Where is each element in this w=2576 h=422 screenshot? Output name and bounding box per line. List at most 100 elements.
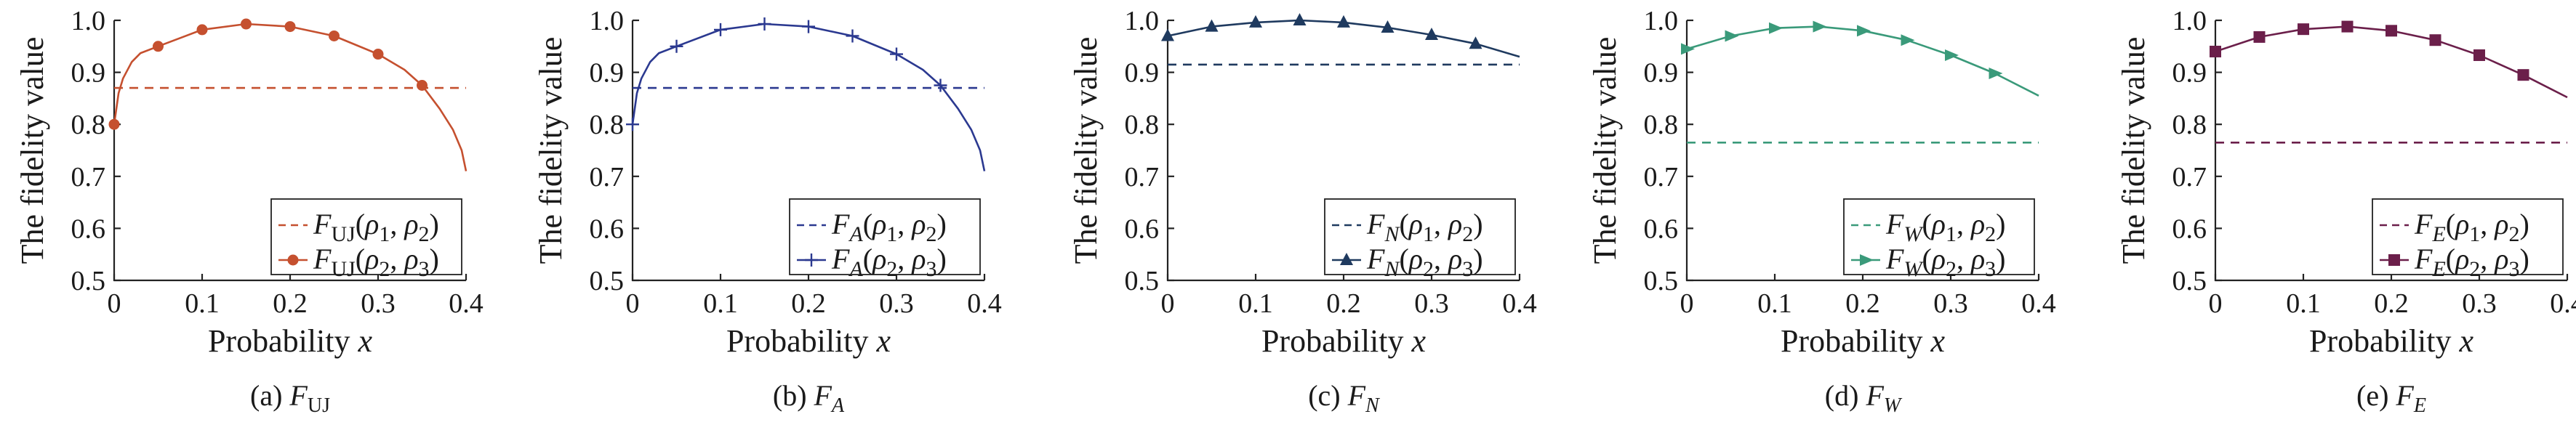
subplot-b: 0.5 0.6 0.7 0.8 0.9 1.0 0 0.1 0.2 0.3 0.4 The fidel…	[533, 6, 1002, 417]
x-tick-label: 0	[2209, 288, 2223, 319]
data-point	[1989, 68, 2003, 80]
legend-entry: FE(ρ1, ρ2)	[2414, 208, 2529, 246]
x-axis-label: Probability x	[1781, 323, 1946, 359]
x-tick-label: 0.4	[2550, 288, 2576, 319]
data-point	[934, 78, 947, 92]
y-tick-label: 0.7	[2172, 162, 2207, 192]
x-tick-label: 0.2	[1326, 288, 1361, 319]
data-point	[1945, 49, 1959, 61]
legend-marker	[2388, 254, 2400, 266]
legend: FW(ρ1, ρ2)FW(ρ2, ρ3)	[1843, 198, 2035, 281]
y-tick-label: 0.7	[590, 162, 625, 192]
x-tick-label: 0.4	[449, 288, 483, 319]
legend: FA(ρ1, ρ2)FA(ρ2, ρ3)	[789, 198, 981, 281]
subplot-caption: (c) FN	[1308, 379, 1380, 417]
data-point	[2253, 31, 2266, 43]
x-tick-label: 0.3	[1933, 288, 1968, 319]
data-point	[2341, 20, 2354, 33]
data-point	[802, 20, 815, 33]
y-axis-label: The fidelity value	[1587, 37, 1623, 264]
y-tick-label: 0.8	[1125, 110, 1160, 140]
legend-entry: FUJ(ρ1, ρ2)	[313, 208, 439, 246]
legend-entry: FUJ(ρ2, ρ3)	[313, 243, 439, 281]
legend-box	[789, 198, 981, 275]
data-point	[2386, 25, 2397, 37]
data-point	[241, 18, 252, 30]
y-tick-label: 0.9	[2172, 58, 2207, 89]
x-tick-label: 0.1	[703, 288, 738, 319]
x-tick-label: 0.3	[879, 288, 914, 319]
subplot-e: 0.5 0.6 0.7 0.8 0.9 1.0 0 0.1 0.2 0.3 0.4 The fidel…	[2116, 6, 2576, 417]
series-line-rho2-rho3	[113, 23, 468, 171]
data-point	[329, 30, 340, 41]
data-point	[417, 80, 428, 91]
data-point	[1293, 13, 1307, 25]
x-tick-label: 0.1	[1757, 288, 1792, 319]
y-tick-label: 1.0	[590, 6, 625, 36]
data-point	[626, 118, 639, 131]
series-line-rho2-rho3	[1686, 25, 2039, 97]
legend-box	[1843, 198, 2035, 275]
legend: FE(ρ1, ρ2)FE(ρ2, ρ3)	[2372, 198, 2564, 281]
data-point	[108, 118, 120, 130]
x-tick-label: 0.2	[791, 288, 826, 319]
series-line-rho2-rho3	[631, 23, 986, 171]
y-axis-label: The fidelity value	[15, 37, 50, 264]
x-tick-label: 0	[1680, 288, 1694, 319]
legend-entry: FA(ρ2, ρ3)	[831, 243, 947, 281]
y-tick-label: 0.9	[590, 58, 625, 89]
x-tick-label: 0.3	[361, 288, 396, 319]
y-tick-label: 1.0	[2172, 6, 2207, 36]
data-point	[1249, 15, 1262, 28]
legend-box	[270, 198, 462, 275]
data-point	[714, 23, 727, 36]
subplot-caption: (d) FW	[1825, 379, 1903, 417]
y-tick-label: 1.0	[1644, 6, 1679, 36]
data-point	[758, 17, 771, 31]
y-tick-label: 1.0	[1125, 6, 1160, 36]
legend-box	[1324, 198, 1516, 275]
data-point	[284, 21, 296, 33]
x-tick-label: 0.2	[273, 288, 308, 319]
x-axis-label: Probability x	[2309, 323, 2474, 359]
y-tick-label: 0.8	[2172, 110, 2207, 140]
x-tick-label: 0	[1161, 288, 1175, 319]
y-tick-label: 0.6	[590, 214, 625, 244]
data-point	[1205, 19, 1219, 32]
legend-marker	[287, 254, 299, 266]
series-line-rho2-rho3	[2215, 25, 2568, 99]
legend-box	[2372, 198, 2564, 275]
data-point	[1337, 15, 1350, 28]
subplot-caption: (e) FE	[2356, 379, 2426, 417]
x-tick-label: 0.3	[2462, 288, 2497, 319]
y-tick-label: 0.6	[71, 214, 106, 244]
y-tick-label: 0.5	[1125, 266, 1160, 296]
y-tick-label: 0.8	[590, 110, 625, 140]
y-tick-label: 0.5	[71, 266, 106, 296]
x-axis-label: Probability x	[1261, 323, 1427, 359]
x-tick-label: 0.1	[1238, 288, 1273, 319]
x-tick-label: 0.3	[1414, 288, 1449, 319]
legend-entry: FN(ρ2, ρ3)	[1366, 243, 1483, 281]
y-axis-label: The fidelity value	[533, 37, 569, 264]
data-point	[1469, 36, 1482, 49]
y-tick-label: 0.8	[71, 110, 106, 140]
y-axis-label: The fidelity value	[1068, 37, 1104, 264]
data-point	[1901, 34, 1915, 46]
data-point	[1681, 43, 1695, 55]
y-tick-label: 0.7	[71, 162, 106, 192]
legend-entry: FW(ρ1, ρ2)	[1885, 208, 2006, 246]
y-tick-label: 0.6	[1644, 214, 1679, 244]
subplot-caption: (a) FUJ	[250, 379, 330, 417]
data-point	[890, 47, 903, 61]
x-tick-label: 0.2	[2374, 288, 2409, 319]
legend-marker	[1340, 253, 1353, 265]
subplot-d: 0.5 0.6 0.7 0.8 0.9 1.0 0 0.1 0.2 0.3 0.4 The fidel…	[1587, 6, 2056, 417]
y-tick-label: 0.6	[1125, 214, 1160, 244]
x-tick-label: 0	[108, 288, 121, 319]
subplot-caption: (b) FA	[773, 379, 845, 417]
data-point	[2429, 34, 2441, 46]
y-tick-label: 0.9	[1644, 58, 1679, 89]
data-point	[2210, 45, 2221, 57]
x-tick-label: 0	[626, 288, 640, 319]
